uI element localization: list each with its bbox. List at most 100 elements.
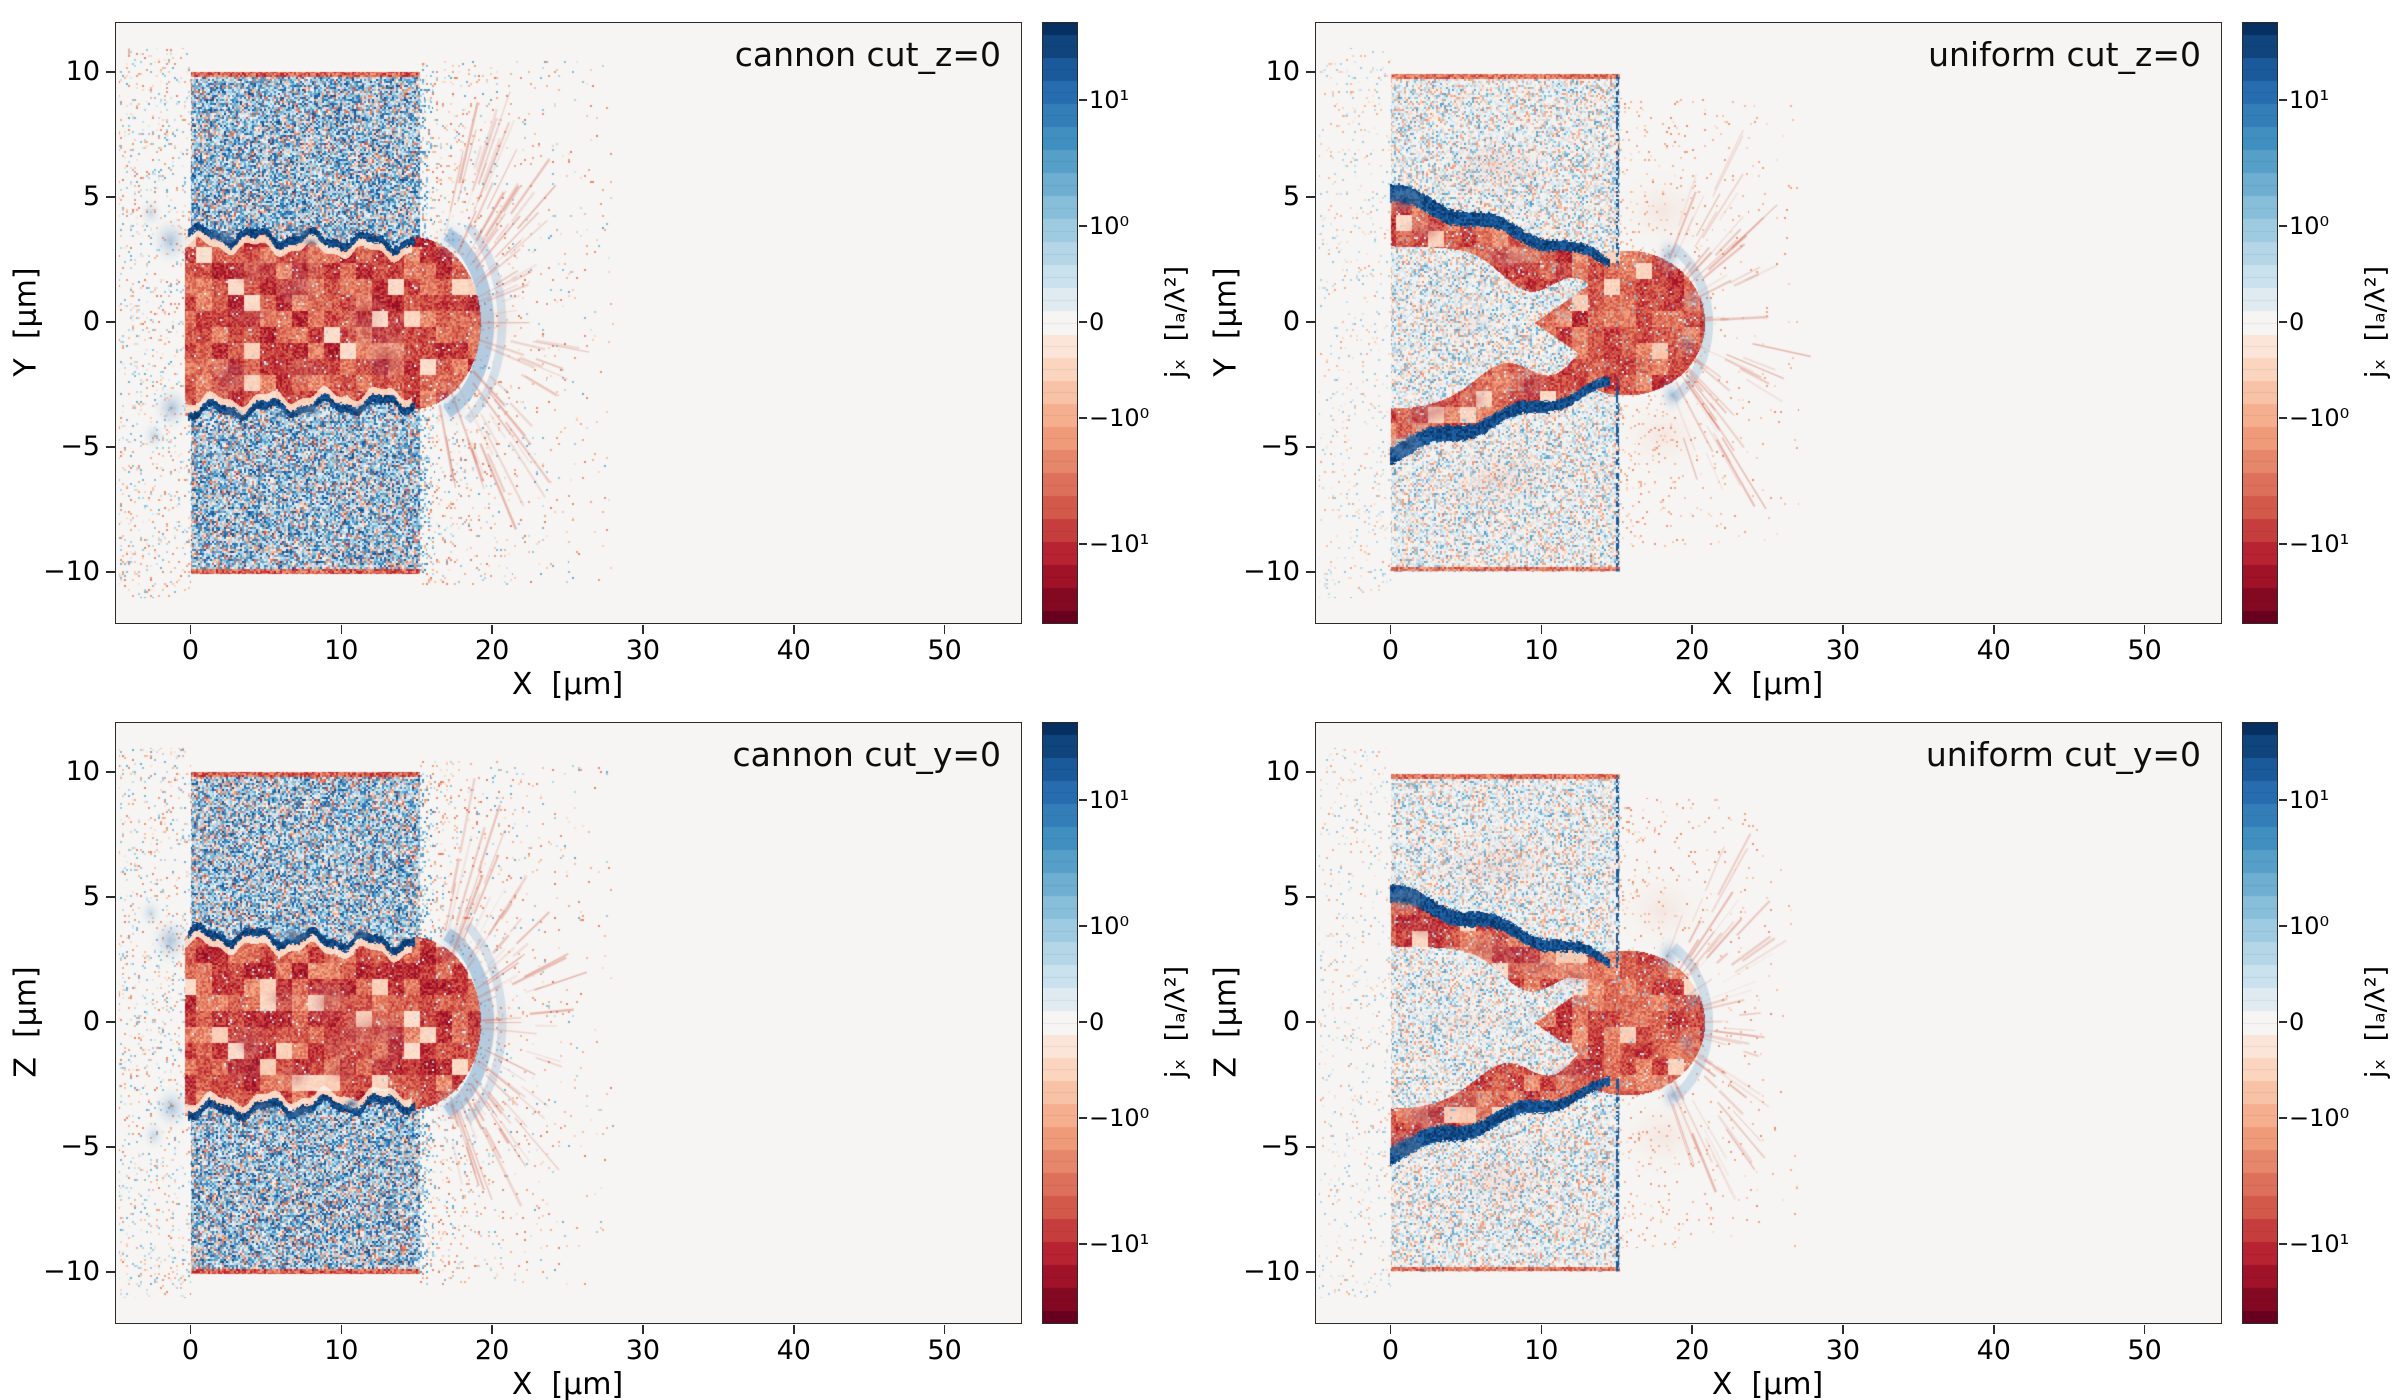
y-tick-label: 10 [65, 56, 100, 87]
y-tick-label: 10 [65, 756, 100, 787]
panel-title: cannon cut_y=0 [732, 735, 1001, 774]
x-tick-label: 30 [1825, 635, 1861, 666]
colorbar-tick-mark [2279, 1243, 2287, 1245]
colorbar-tick-label: −10¹ [1089, 530, 1150, 558]
y-tick-mark [1306, 1271, 1315, 1273]
x-tick-label: 20 [474, 635, 510, 666]
x-tick-label: 50 [927, 1335, 962, 1366]
colorbar-tick-label: 0 [2289, 1008, 2305, 1036]
x-tick-mark [1691, 1325, 1693, 1334]
y-tick-mark [1306, 771, 1315, 773]
x-tick-label: 30 [625, 1335, 661, 1366]
y-tick-mark [1306, 571, 1315, 573]
colorbar-tick-label: −10⁰ [1089, 1104, 1150, 1132]
x-tick-label: 10 [1524, 635, 1559, 666]
y-tick-mark [1306, 1021, 1315, 1023]
x-tick-label: 10 [324, 1335, 359, 1366]
colorbar-tick-mark [1079, 1243, 1087, 1245]
y-tick-mark [1306, 71, 1315, 73]
colorbar-label: jₓ [Iₐ/λ²] [1160, 965, 1192, 1079]
y-tick-label: 5 [1282, 181, 1300, 212]
colorbar-tick-mark [1079, 225, 1087, 227]
colorbar-tick-mark [2279, 417, 2287, 419]
colorbar-tick-label: 0 [1089, 1008, 1105, 1036]
y-tick-label: 0 [82, 306, 100, 337]
colorbar-tick-mark [2279, 925, 2287, 927]
panel-uniform-cut-y0: Z [μm] uniform cut_y=0 X [μm] jₓ [Iₐ/λ²]… [1200, 700, 2400, 1400]
x-tick-mark [642, 625, 644, 634]
x-tick-mark [2143, 1325, 2146, 1334]
x-tick-mark [1389, 1325, 1392, 1334]
x-tick-mark [1842, 625, 1844, 634]
x-tick-label: 0 [181, 1335, 199, 1366]
colorbar-tick-label: −10¹ [1089, 1230, 1150, 1258]
colorbar-tick-mark [1079, 925, 1087, 927]
panel-title: cannon cut_z=0 [734, 35, 1001, 74]
y-tick-mark [106, 196, 115, 198]
y-tick-mark [106, 446, 115, 448]
x-tick-mark [189, 625, 192, 634]
colorbar-tick-label: −10⁰ [1089, 404, 1150, 432]
y-tick-mark [1306, 196, 1315, 198]
colorbar-tick-mark [2279, 1021, 2287, 1023]
colorbar-canvas [1043, 723, 1077, 1323]
y-tick-mark [1306, 321, 1315, 323]
x-tick-label: 40 [776, 635, 811, 666]
y-tick-label: −10 [1243, 1256, 1300, 1287]
x-tick-label: 20 [474, 1335, 510, 1366]
x-axis-label: X [μm] [1711, 667, 1824, 702]
colorbar-tick-mark [2279, 321, 2287, 323]
x-tick-mark [943, 1325, 946, 1334]
heatmap-canvas [1316, 723, 2221, 1323]
colorbar-tick-label: 10⁰ [1089, 212, 1130, 240]
x-tick-mark [1540, 1325, 1542, 1334]
x-tick-mark [1691, 625, 1693, 634]
colorbar [2242, 722, 2278, 1324]
y-tick-label: 0 [82, 1006, 100, 1037]
colorbar-tick-label: −10⁰ [2289, 1104, 2350, 1132]
x-tick-mark [2143, 625, 2146, 634]
x-tick-mark [491, 625, 493, 634]
y-tick-mark [106, 896, 115, 898]
y-tick-label: 10 [1265, 756, 1300, 787]
y-tick-label: −10 [1243, 556, 1300, 587]
x-tick-label: 0 [1381, 1335, 1399, 1366]
y-tick-mark [1306, 896, 1315, 898]
heatmap-canvas [116, 723, 1021, 1323]
x-tick-mark [1993, 625, 1995, 634]
colorbar-tick-mark [2279, 99, 2287, 101]
x-tick-mark [642, 1325, 644, 1334]
colorbar-tick-mark [1079, 321, 1087, 323]
heatmap-canvas [116, 23, 1021, 623]
colorbar-label: jₓ [Iₐ/λ²] [1160, 265, 1192, 379]
colorbar [2242, 22, 2278, 624]
plot-area: cannon cut_z=0 [115, 22, 1022, 624]
y-tick-label: −5 [1260, 431, 1300, 462]
colorbar-tick-label: 10⁰ [2289, 912, 2330, 940]
y-tick-label: 10 [1265, 56, 1300, 87]
colorbar-label: jₓ [Iₐ/λ²] [2360, 265, 2392, 379]
panel-cannon-cut-y0: Z [μm] cannon cut_y=0 X [μm] jₓ [Iₐ/λ²] … [0, 700, 1200, 1400]
x-tick-label: 0 [181, 635, 199, 666]
x-tick-mark [793, 625, 795, 634]
colorbar-label: jₓ [Iₐ/λ²] [2360, 965, 2392, 1079]
y-tick-label: −10 [43, 1256, 100, 1287]
y-tick-mark [106, 1271, 115, 1273]
colorbar-tick-label: −10¹ [2289, 530, 2350, 558]
plot-area: cannon cut_y=0 [115, 722, 1022, 1324]
colorbar-tick-mark [1079, 543, 1087, 545]
colorbar-tick-label: 10⁰ [1089, 912, 1130, 940]
x-tick-label: 20 [1674, 635, 1710, 666]
colorbar-tick-label: 10¹ [2289, 86, 2330, 114]
colorbar-tick-mark [1079, 799, 1087, 801]
x-tick-label: 50 [927, 635, 962, 666]
y-tick-label: 0 [1282, 306, 1300, 337]
colorbar-tick-label: 10¹ [2289, 786, 2330, 814]
colorbar-tick-label: 10⁰ [2289, 212, 2330, 240]
colorbar-tick-mark [1079, 99, 1087, 101]
plot-area: uniform cut_y=0 [1315, 722, 2222, 1324]
colorbar-tick-label: 10¹ [1089, 86, 1130, 114]
panel-title: uniform cut_z=0 [1928, 35, 2201, 74]
colorbar [1042, 722, 1078, 1324]
